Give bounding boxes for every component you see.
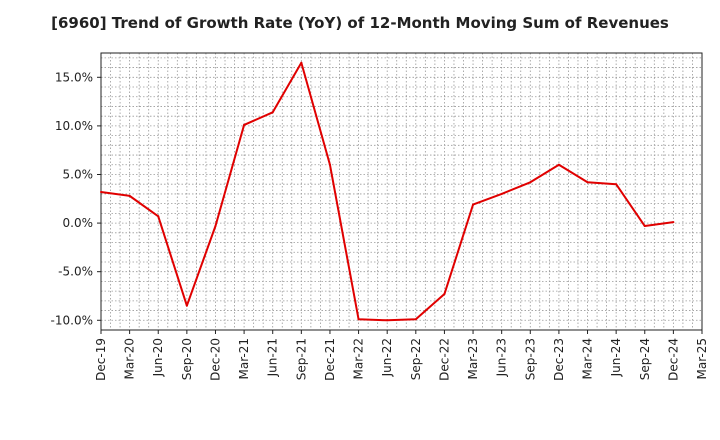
data-point (414, 318, 417, 321)
data-point (128, 194, 131, 197)
y-tick-label: 15.0% (55, 70, 93, 84)
x-tick-label: Sep-22 (409, 338, 423, 380)
x-tick-label: Mar-21 (237, 338, 251, 379)
data-point (357, 318, 360, 321)
data-point (557, 163, 560, 166)
data-point (328, 163, 331, 166)
x-tick-label: Jun-20 (151, 338, 165, 377)
data-point (443, 293, 446, 296)
data-point (472, 203, 475, 206)
data-point (271, 111, 274, 114)
data-point (586, 181, 589, 184)
x-tick-label: Mar-23 (466, 338, 480, 379)
x-tick-label: Dec-23 (552, 338, 566, 381)
x-tick-label: Sep-20 (180, 338, 194, 380)
data-point (214, 225, 217, 228)
x-tick-label: Jun-22 (380, 338, 394, 377)
data-point (300, 61, 303, 64)
data-point (672, 221, 675, 224)
data-point (157, 215, 160, 218)
y-tick-label: 10.0% (55, 119, 93, 133)
data-point (615, 183, 618, 186)
x-tick-label: Dec-24 (666, 338, 680, 381)
y-tick-label: 5.0% (63, 167, 94, 181)
x-tick-label: Dec-20 (208, 338, 222, 381)
y-tick-label: -10.0% (51, 313, 93, 327)
y-tick-label: -5.0% (58, 265, 93, 279)
data-point (529, 181, 532, 184)
plot-area (101, 53, 702, 330)
x-tick-label: Mar-24 (581, 338, 595, 379)
y-tick-label: 0.0% (63, 216, 94, 230)
x-tick-label: Jun-24 (609, 338, 623, 377)
data-point (185, 304, 188, 307)
x-tick-label: Mar-25 (695, 338, 709, 379)
x-tick-label: Mar-22 (352, 338, 366, 379)
x-tick-label: Sep-24 (638, 338, 652, 380)
x-tick-label: Jun-21 (266, 338, 280, 377)
x-tick-label: Dec-19 (94, 338, 108, 381)
data-point (386, 319, 389, 322)
data-point (643, 225, 646, 228)
x-tick-label: Sep-21 (294, 338, 308, 380)
data-point (100, 190, 102, 193)
x-tick-label: Mar-20 (123, 338, 137, 379)
chart-title: [6960] Trend of Growth Rate (YoY) of 12-… (51, 14, 669, 32)
data-point (243, 123, 246, 126)
data-point (500, 192, 503, 195)
x-tick-label: Sep-23 (523, 338, 537, 380)
x-tick-label: Dec-22 (437, 338, 451, 381)
x-tick-label: Dec-21 (323, 338, 337, 381)
x-tick-label: Jun-23 (495, 338, 509, 377)
